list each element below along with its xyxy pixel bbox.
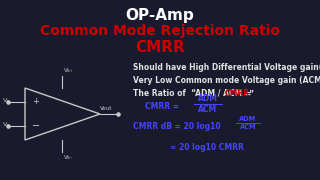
Text: ACM: ACM <box>198 105 218 114</box>
Text: +: + <box>32 98 39 107</box>
Text: CMRR =: CMRR = <box>145 102 182 111</box>
Text: ACM: ACM <box>240 124 256 130</box>
Text: Common Mode Rejection Ratio: Common Mode Rejection Ratio <box>40 24 280 38</box>
Text: ADM: ADM <box>198 94 218 103</box>
Text: Should have High Differential Voltage gain(ADM): Should have High Differential Voltage ga… <box>133 63 320 72</box>
Text: Very Low Common mode Voltage gain (ACM): Very Low Common mode Voltage gain (ACM) <box>133 76 320 85</box>
Text: CMRR: CMRR <box>135 40 185 55</box>
Text: CMRR dB = 20 log10: CMRR dB = 20 log10 <box>133 122 220 131</box>
Text: CMRR: CMRR <box>225 89 250 98</box>
Text: ADM: ADM <box>239 116 257 122</box>
Text: Vs₋: Vs₋ <box>64 155 74 160</box>
Text: −: − <box>32 121 40 131</box>
Text: Vout: Vout <box>100 107 112 111</box>
Text: V₊: V₊ <box>3 98 11 102</box>
Text: OP-Amp: OP-Amp <box>126 8 194 23</box>
Text: ≈ 20 log10 CMRR: ≈ 20 log10 CMRR <box>170 143 244 152</box>
Text: V₋: V₋ <box>3 122 11 127</box>
Text: The Ratio of  “ADM / ACM =: The Ratio of “ADM / ACM = <box>133 89 254 98</box>
Text: Vs₊: Vs₊ <box>64 68 74 73</box>
Text: ”: ” <box>248 89 253 98</box>
